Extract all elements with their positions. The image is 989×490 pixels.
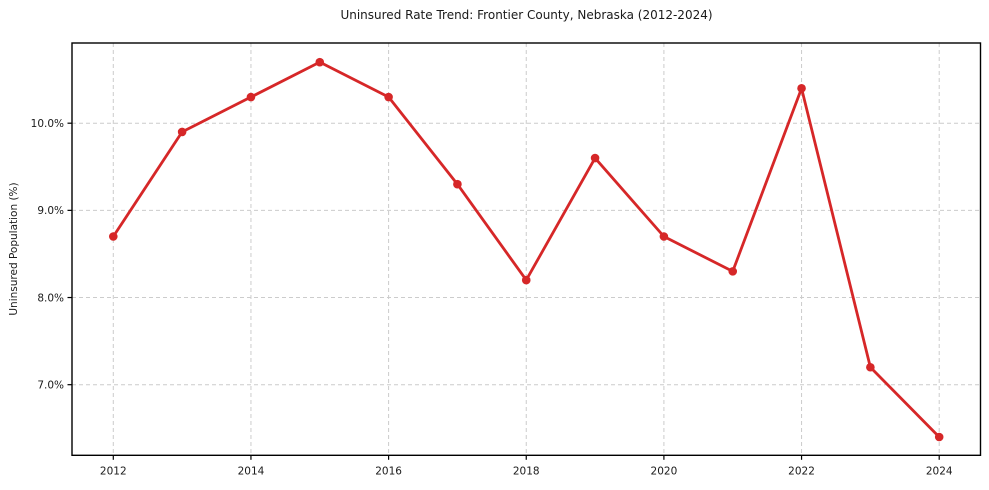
data-point: [315, 57, 325, 67]
data-point: [108, 232, 118, 241]
data-point: [521, 275, 531, 285]
x-tick-label: 2024: [926, 465, 953, 477]
data-point: [246, 92, 256, 102]
data-point: [866, 362, 875, 372]
data-point: [934, 432, 944, 442]
x-tick-label: 2012: [100, 465, 127, 477]
y-tick-label: 10.0%: [31, 118, 64, 130]
data-point: [453, 179, 462, 189]
data-point: [177, 127, 187, 137]
data-point: [728, 267, 738, 276]
data-point: [590, 153, 600, 163]
y-tick-label: 9.0%: [37, 205, 64, 217]
data-point: [659, 232, 669, 241]
data-point: [384, 92, 393, 102]
y-tick-label: 7.0%: [37, 379, 64, 391]
data-point: [797, 84, 806, 93]
x-tick-label: 2020: [651, 465, 678, 477]
x-tick-label: 2018: [513, 465, 540, 477]
x-tick-label: 2022: [788, 465, 815, 477]
chart-title: Uninsured Rate Trend: Frontier County, N…: [340, 8, 713, 22]
x-tick-label: 2016: [375, 465, 402, 477]
x-tick-label: 2014: [238, 465, 265, 477]
y-tick-label: 8.0%: [37, 292, 64, 304]
